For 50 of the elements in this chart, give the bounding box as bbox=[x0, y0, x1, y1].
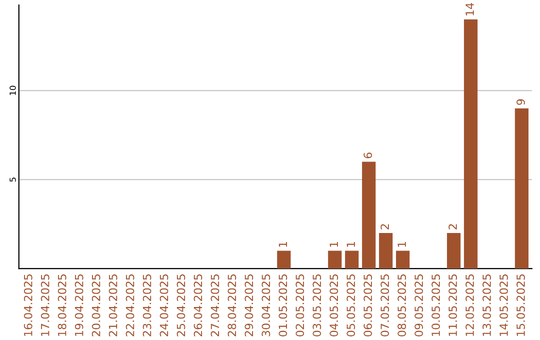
data-label: 14 bbox=[466, 3, 474, 16]
x-tick-label: 08.05.2025 bbox=[398, 274, 406, 336]
x-tick-label: 24.04.2025 bbox=[160, 274, 168, 336]
x-tick-label: 09.05.2025 bbox=[414, 274, 424, 336]
y-tick-label: 10 bbox=[10, 86, 16, 95]
data-label: 2 bbox=[380, 224, 389, 230]
x-tick-label: 15.05.2025 bbox=[516, 274, 525, 336]
x-tick-label: 02.05.2025 bbox=[296, 274, 304, 336]
bar bbox=[514, 108, 529, 269]
x-tick-label: 11.05.2025 bbox=[448, 274, 457, 336]
x-tick-label: 17.04.2025 bbox=[40, 274, 50, 336]
x-tick-label: 06.05.2025 bbox=[364, 274, 372, 336]
x-tick-label: 16.04.2025 bbox=[24, 274, 32, 336]
x-tick-label: 30.04.2025 bbox=[262, 274, 270, 336]
x-tick-label: 01.05.2025 bbox=[278, 274, 288, 336]
x-tick-label: 27.04.2025 bbox=[210, 274, 220, 336]
x-tick-label: 23.04.2025 bbox=[142, 274, 152, 336]
x-tick-label: 28.04.2025 bbox=[228, 274, 236, 336]
bar bbox=[379, 232, 393, 269]
x-tick-label: 05.05.2025 bbox=[346, 274, 356, 336]
x-tick-label: 29.04.2025 bbox=[244, 274, 254, 336]
x-tick-label: 04.05.2025 bbox=[330, 274, 338, 336]
x-tick-label: 26.04.2025 bbox=[194, 274, 202, 336]
y-tick-label: 5 bbox=[10, 178, 16, 182]
bar bbox=[328, 250, 342, 269]
x-tick-label: 20.04.2025 bbox=[92, 274, 100, 336]
x-tick-label: 19.04.2025 bbox=[74, 274, 84, 336]
bar bbox=[345, 250, 359, 269]
x-tick-label: 25.04.2025 bbox=[176, 274, 186, 336]
bar bbox=[446, 232, 461, 269]
data-label: 1 bbox=[330, 242, 338, 247]
x-tick-label: 07.05.2025 bbox=[380, 274, 390, 336]
bar bbox=[362, 162, 376, 269]
bar bbox=[396, 250, 410, 269]
data-label: 1 bbox=[346, 242, 355, 247]
x-tick-label: 03.05.2025 bbox=[312, 274, 322, 336]
x-tick-label: 22.04.2025 bbox=[126, 274, 134, 336]
data-label: 2 bbox=[448, 224, 457, 230]
bar bbox=[277, 250, 291, 269]
x-tick-label: 18.04.2025 bbox=[58, 274, 66, 336]
bar bbox=[464, 19, 478, 269]
x-tick-label: 21.04.2025 bbox=[108, 274, 118, 336]
x-tick-label: 10.05.2025 bbox=[432, 274, 440, 336]
data-label: 1 bbox=[398, 242, 406, 247]
data-label: 1 bbox=[278, 242, 287, 247]
x-tick-label: 13.05.2025 bbox=[482, 274, 491, 336]
x-tick-label: 12.05.2025 bbox=[466, 274, 474, 336]
data-label: 9 bbox=[516, 99, 525, 105]
x-tick-label: 14.05.2025 bbox=[500, 274, 508, 336]
data-label: 6 bbox=[364, 152, 372, 158]
